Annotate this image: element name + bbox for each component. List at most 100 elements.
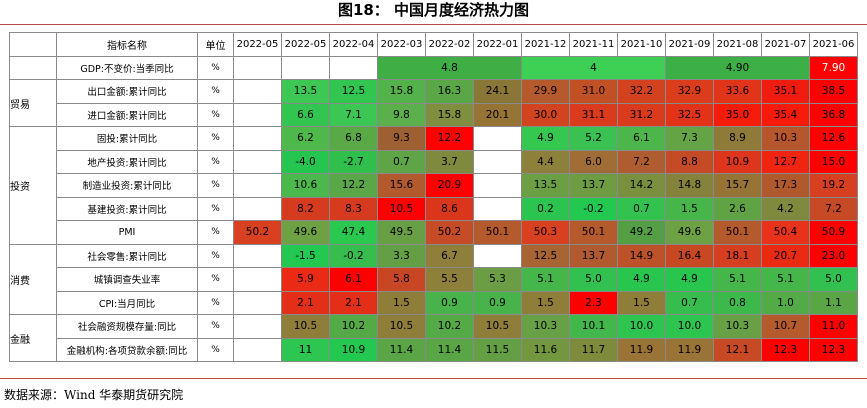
value-cell: 50.2 — [425, 220, 474, 245]
value-cell: 2.3 — [569, 290, 618, 315]
value-text: 11.0 — [821, 320, 846, 333]
value-text: 20.9 — [437, 179, 462, 192]
value-cell: 10.0 — [665, 314, 714, 339]
value-cell: 11.5 — [473, 337, 522, 362]
value-cell: 4.2 — [761, 196, 810, 221]
value-text: 7.2 — [633, 155, 650, 168]
indicator-name: 基建投资:累计同比 — [56, 196, 198, 221]
value-cell: 50.1 — [569, 220, 618, 245]
value-cell: 31.1 — [569, 102, 618, 127]
value-cell: 5.9 — [281, 267, 330, 292]
table-row: 制造业投资:累计同比% 10.6 12.2 15.6 20.9 13.5 13.7 14.2 1… — [10, 173, 858, 198]
value-text: 5.8 — [393, 273, 410, 286]
value-cell: 10.2 — [329, 314, 378, 339]
value-text: 15.7 — [725, 179, 750, 192]
value-text: 17.3 — [773, 179, 798, 192]
unit-cell: % — [197, 314, 234, 339]
title-divider — [0, 24, 867, 25]
value-text: 15.8 — [437, 108, 462, 121]
value-text: 20.7 — [773, 249, 798, 262]
value-text: 8.3 — [345, 202, 362, 215]
value-cell: 2.1 — [281, 290, 330, 315]
value-cell: 23.0 — [809, 243, 858, 268]
value-cell: 15.8 — [377, 79, 426, 104]
value-cell — [473, 196, 522, 221]
value-cell: 8.6 — [425, 196, 474, 221]
value-cell: 20.1 — [473, 102, 522, 127]
value-cell: 11 — [281, 337, 330, 362]
value-text: 0.9 — [489, 296, 506, 309]
table-row: CPI:当月同比% 2.1 2.1 1.5 0.9 0.9 1.5 2.3 1.5 0.7 0.8 1… — [10, 290, 858, 315]
value-text: 47.4 — [341, 226, 366, 239]
value-text: 29.9 — [533, 85, 558, 98]
value-cell: 19.2 — [809, 173, 858, 198]
value-text: 18.1 — [725, 249, 750, 262]
value-cell: 12.2 — [329, 173, 378, 198]
value-text: 5.1 — [537, 273, 554, 286]
value-cell: 12.5 — [329, 79, 378, 104]
data-source-note: 数据来源：Wind 华泰期货研究院 — [4, 388, 184, 402]
value-text: 50.1 — [485, 226, 510, 239]
value-text: 6.8 — [345, 132, 362, 145]
value-cell: 10.6 — [281, 173, 330, 198]
indicator-name: 进口金额:累计同比 — [56, 102, 198, 127]
value-text: 50.2 — [437, 226, 462, 239]
value-cell: 49.5 — [377, 220, 426, 245]
value-cell: 2.1 — [329, 290, 378, 315]
unit-cell: % — [197, 220, 234, 245]
heatmap-table: 指标名称 单位 2022-05 2022-05 2022-04 2022-03 2022-0… — [9, 32, 858, 362]
value-text: 50.1 — [725, 226, 750, 239]
value-text: 11.4 — [389, 343, 414, 356]
value-text: 15.0 — [821, 155, 846, 168]
value-cell: 31.2 — [617, 102, 666, 127]
value-cell: 32.5 — [665, 102, 714, 127]
value-text: 8.6 — [441, 202, 458, 215]
value-cell — [233, 126, 282, 151]
value-cell: 14.2 — [617, 173, 666, 198]
value-text: 10.2 — [341, 320, 366, 333]
value-cell: 16.3 — [425, 79, 474, 104]
value-cell: 8.2 — [281, 196, 330, 221]
value-cell — [281, 55, 330, 80]
value-cell: 0.8 — [713, 290, 762, 315]
value-cell: 12.5 — [521, 243, 570, 268]
value-cell: 1.5 — [521, 290, 570, 315]
value-cell — [473, 173, 522, 198]
value-text: 10.5 — [389, 202, 414, 215]
unit-cell: % — [197, 79, 234, 104]
value-text: 50.3 — [533, 226, 558, 239]
value-text: 50.4 — [773, 226, 798, 239]
value-text: 1.5 — [393, 296, 410, 309]
value-cell: 9.3 — [377, 126, 426, 151]
value-text: 32.2 — [629, 85, 654, 98]
value-cell — [329, 55, 378, 80]
value-text: 7.1 — [345, 108, 362, 121]
unit-cell: % — [197, 196, 234, 221]
value-cell: -4.0 — [281, 149, 330, 174]
table-row: PMI% 50.2 49.6 47.4 49.5 50.2 50.1 50.3 50.1 49.2… — [10, 220, 858, 245]
value-text: 10.0 — [677, 320, 702, 333]
value-cell — [233, 337, 282, 362]
value-text: 35.0 — [725, 108, 750, 121]
value-text: 35.1 — [773, 85, 798, 98]
value-cell: 11.4 — [377, 337, 426, 362]
value-text: 20.1 — [485, 108, 510, 121]
value-text: 30.0 — [533, 108, 558, 121]
value-cell: 5.2 — [569, 126, 618, 151]
value-text: 8.9 — [729, 132, 746, 145]
unit-cell: % — [197, 55, 234, 80]
value-text: 6.1 — [345, 273, 362, 286]
value-text: 6.2 — [297, 132, 314, 145]
value-text: 1.5 — [537, 296, 554, 309]
value-cell: 4.8 — [377, 55, 522, 80]
value-cell: 4.9 — [521, 126, 570, 151]
indicator-name: 出口金额:累计同比 — [56, 79, 198, 104]
value-cell: 14.8 — [665, 173, 714, 198]
value-cell: 50.1 — [473, 220, 522, 245]
value-cell: 10.3 — [713, 314, 762, 339]
indicator-name: 固投:累计同比 — [56, 126, 198, 151]
value-text: 24.1 — [485, 85, 510, 98]
value-text: -0.2 — [343, 249, 364, 262]
table-row: 城镇调查失业率% 5.9 6.1 5.8 5.5 5.3 5.1 5.0 4.9 4.9 5.1 5.… — [10, 267, 858, 292]
value-text: 13.7 — [581, 249, 606, 262]
